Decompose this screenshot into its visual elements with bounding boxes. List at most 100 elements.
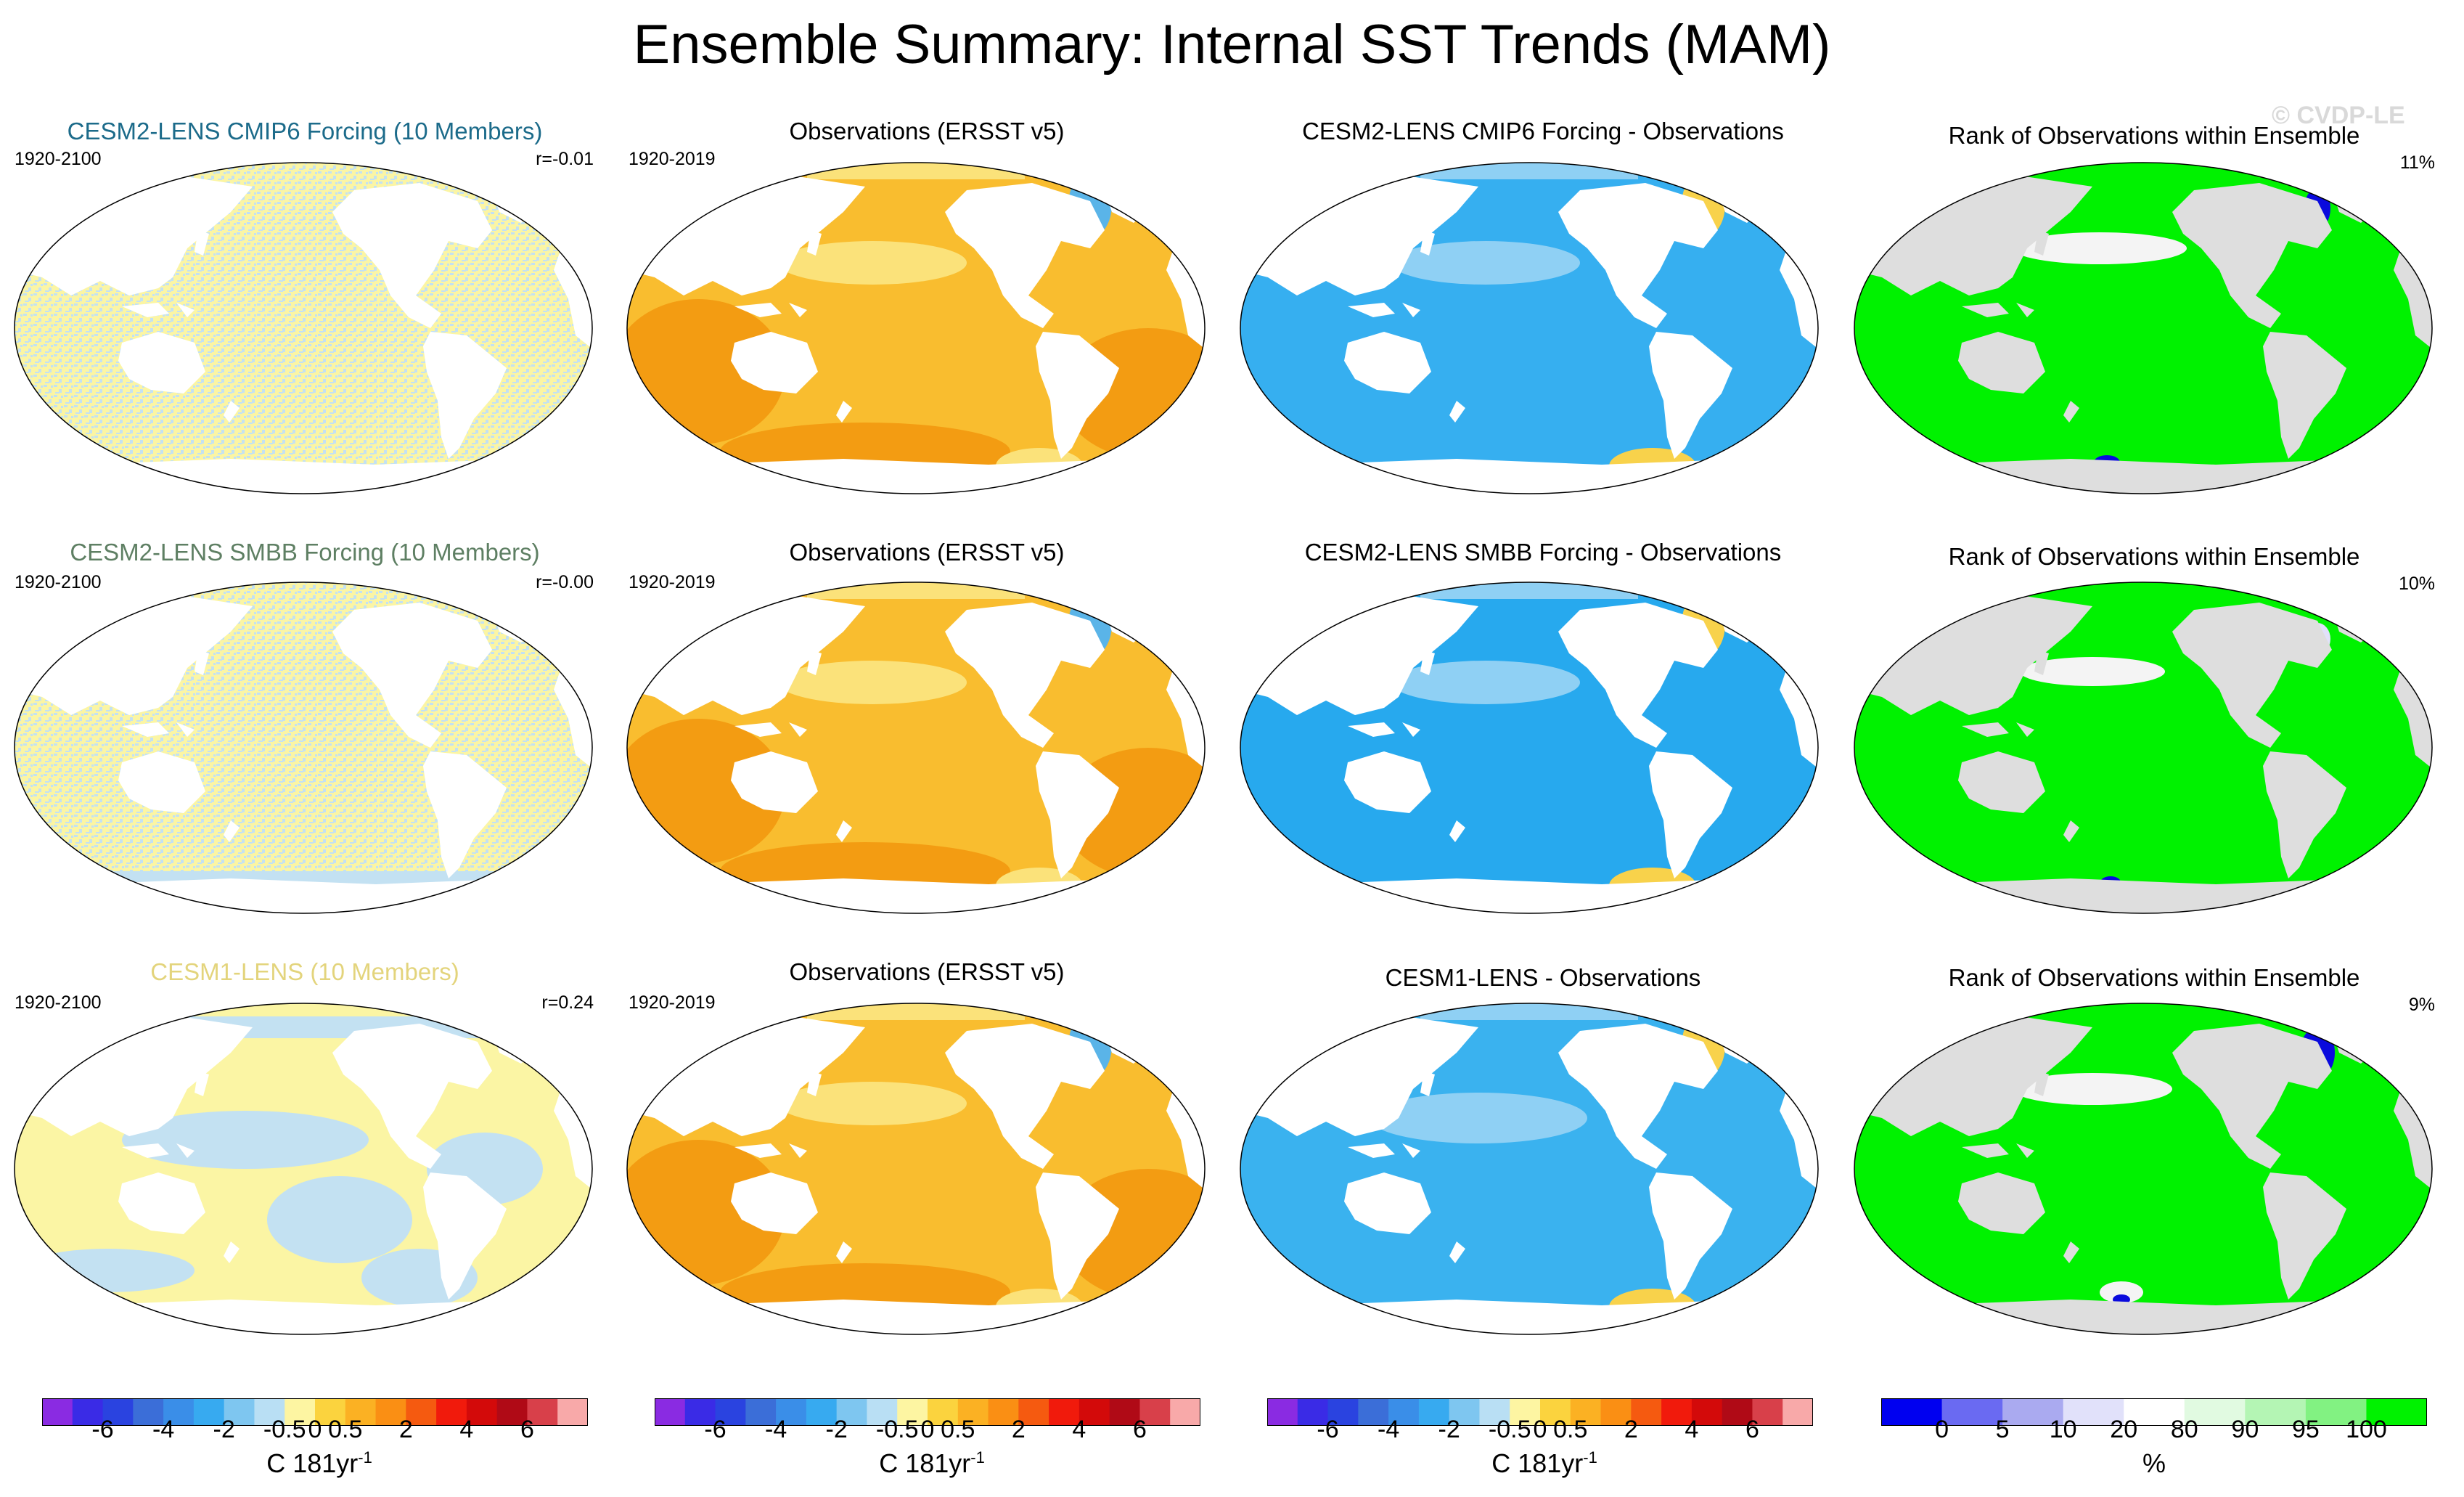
trend-bar-model-tick-label: 0.5 <box>328 1416 363 1443</box>
map-diff-row3 <box>1240 1003 1819 1335</box>
watermark: © CVDP-LE <box>2272 102 2405 129</box>
rank-bar-swatch <box>2305 1398 2367 1426</box>
trend-bar-diff-outline <box>1267 1398 1813 1426</box>
rank-bar-swatch <box>2063 1398 2124 1426</box>
trend-bar-model-swatch <box>133 1398 164 1426</box>
trend-bar-model-swatch <box>163 1398 195 1426</box>
rank-bar-tick-label: 95 <box>2291 1416 2320 1443</box>
rank-bar-swatch <box>2184 1398 2246 1426</box>
map-obs-row3 <box>626 1003 1206 1335</box>
rank-bar-swatch <box>1881 1398 1943 1426</box>
trend-bar-model-tick-label: -6 <box>91 1416 114 1443</box>
trend-bar-diff-swatch <box>1418 1398 1450 1426</box>
map-obs-row1 <box>626 162 1206 494</box>
trend-bar-obs-tick-label: -6 <box>704 1416 726 1443</box>
trend-bar-model-swatch <box>42 1398 73 1426</box>
units-obs: C 181yr-1 <box>879 1448 985 1478</box>
rank-bar-swatch <box>2124 1398 2185 1426</box>
units-rank: % <box>2142 1448 2166 1478</box>
trend-bar-diff-swatch <box>1327 1398 1359 1426</box>
trend-bar-model-swatch <box>254 1398 285 1426</box>
map-rank-row3 <box>1854 1003 2433 1335</box>
trend-bar-diff-tick-label: 0.5 <box>1553 1416 1588 1443</box>
rank-title-row3: Rank of Observations within Ensemble <box>1948 964 2360 991</box>
trend-bar-model-swatch <box>496 1398 528 1426</box>
rank-pct-row3: 9% <box>2408 995 2435 1015</box>
model-years-row2: 1920-2100 <box>15 572 102 592</box>
trend-bar-obs-swatch <box>836 1398 867 1426</box>
trend-bar-obs-swatch <box>806 1398 838 1426</box>
rank-title-row1: Rank of Observations within Ensemble <box>1948 122 2360 149</box>
rank-bar-tick-label: 20 <box>2110 1416 2138 1443</box>
trend-bar-model-swatch <box>557 1398 588 1426</box>
trend-bar-model-swatch <box>193 1398 225 1426</box>
rank-bar-tick-label: 0 <box>1935 1416 1949 1443</box>
colorbar-obs <box>655 1398 1200 1426</box>
trend-bar-obs-tick-label: 6 <box>1132 1416 1147 1443</box>
trend-bar-obs-swatch <box>655 1398 686 1426</box>
rank-bar-tick-label: 5 <box>1995 1416 2010 1443</box>
trend-bar-diff-tick-label: -0.5 <box>1488 1416 1531 1443</box>
trend-bar-obs-swatch <box>684 1398 716 1426</box>
model-r-row2: r=-0.00 <box>536 572 594 592</box>
trend-bar-model-tick-label: -4 <box>152 1416 175 1443</box>
map-rank-row1 <box>1854 162 2433 494</box>
trend-bar-diff-tick-label: 0 <box>1533 1416 1547 1443</box>
trend-bar-diff-tick-label: 4 <box>1685 1416 1699 1443</box>
rank-pct-row1: 11% <box>2399 152 2435 173</box>
trend-bar-model-tick-label: 6 <box>520 1416 534 1443</box>
trend-bar-obs-swatch <box>928 1398 959 1426</box>
model-years-row1: 1920-2100 <box>15 149 102 169</box>
trend-bar-diff-swatch <box>1661 1398 1693 1426</box>
trend-bar-diff-tick-label: -6 <box>1317 1416 1339 1443</box>
model-r-row1: r=-0.01 <box>536 149 594 169</box>
rank-bar-swatch <box>2245 1398 2307 1426</box>
trend-bar-diff-swatch <box>1570 1398 1602 1426</box>
trend-bar-diff-swatch <box>1691 1398 1723 1426</box>
obs-years-row2: 1920-2019 <box>629 572 716 592</box>
diff-title-row2: CESM2-LENS SMBB Forcing - Observations <box>1304 539 1782 566</box>
trend-bar-model-swatch <box>345 1398 377 1426</box>
trend-bar-diff-tick-label: -4 <box>1377 1416 1400 1443</box>
trend-bar-diff-swatch <box>1267 1398 1298 1426</box>
trend-bar-model-outline <box>42 1398 588 1426</box>
obs-title-row3: Observations (ERSST v5) <box>789 958 1065 985</box>
rank-bar-tick-label: 90 <box>2231 1416 2259 1443</box>
trend-bar-model-swatch <box>375 1398 406 1426</box>
trend-bar-diff-swatch <box>1358 1398 1389 1426</box>
map-obs-row2 <box>626 582 1206 914</box>
trend-bar-model-tick-label: -2 <box>213 1416 235 1443</box>
trend-bar-model-swatch <box>527 1398 558 1426</box>
trend-bar-diff-swatch <box>1388 1398 1420 1426</box>
trend-bar-diff-swatch <box>1722 1398 1753 1426</box>
trend-bar-model-swatch <box>406 1398 437 1426</box>
trend-bar-model-tick-label: 2 <box>398 1416 413 1443</box>
map-model-row3 <box>14 1003 593 1335</box>
rank-bar-tick-label: 100 <box>2346 1416 2387 1443</box>
trend-bar-diff-swatch <box>1510 1398 1541 1426</box>
trend-bar-obs-swatch <box>988 1398 1019 1426</box>
obs-years-row3: 1920-2019 <box>629 992 716 1013</box>
rank-bar-swatch <box>1941 1398 2003 1426</box>
map-model-row1 <box>14 162 593 494</box>
trend-bar-diff-swatch <box>1479 1398 1510 1426</box>
trend-bar-obs-swatch <box>1018 1398 1049 1426</box>
units-diff: C 181yr-1 <box>1491 1448 1597 1478</box>
trend-bar-model-swatch <box>436 1398 467 1426</box>
trend-bar-diff-tick-label: 6 <box>1745 1416 1759 1443</box>
trend-bar-diff-swatch <box>1752 1398 1783 1426</box>
trend-bar-obs-swatch <box>957 1398 989 1426</box>
trend-bar-obs-swatch <box>745 1398 777 1426</box>
map-diff-row2 <box>1240 582 1819 914</box>
trend-bar-diff-swatch <box>1782 1398 1813 1426</box>
model-title-row1: CESM2-LENS CMIP6 Forcing (10 Members) <box>67 118 543 144</box>
rank-title-row2: Rank of Observations within Ensemble <box>1948 543 2360 570</box>
map-rank-row2 <box>1854 582 2433 914</box>
trend-bar-obs-tick-label: -4 <box>764 1416 787 1443</box>
trend-bar-obs-tick-label: 0.5 <box>941 1416 975 1443</box>
trend-bar-obs-tick-label: -2 <box>825 1416 848 1443</box>
trend-bar-obs-swatch <box>867 1398 898 1426</box>
obs-title-row1: Observations (ERSST v5) <box>789 118 1065 144</box>
model-years-row3: 1920-2100 <box>15 992 102 1013</box>
trend-bar-obs-swatch <box>1049 1398 1080 1426</box>
